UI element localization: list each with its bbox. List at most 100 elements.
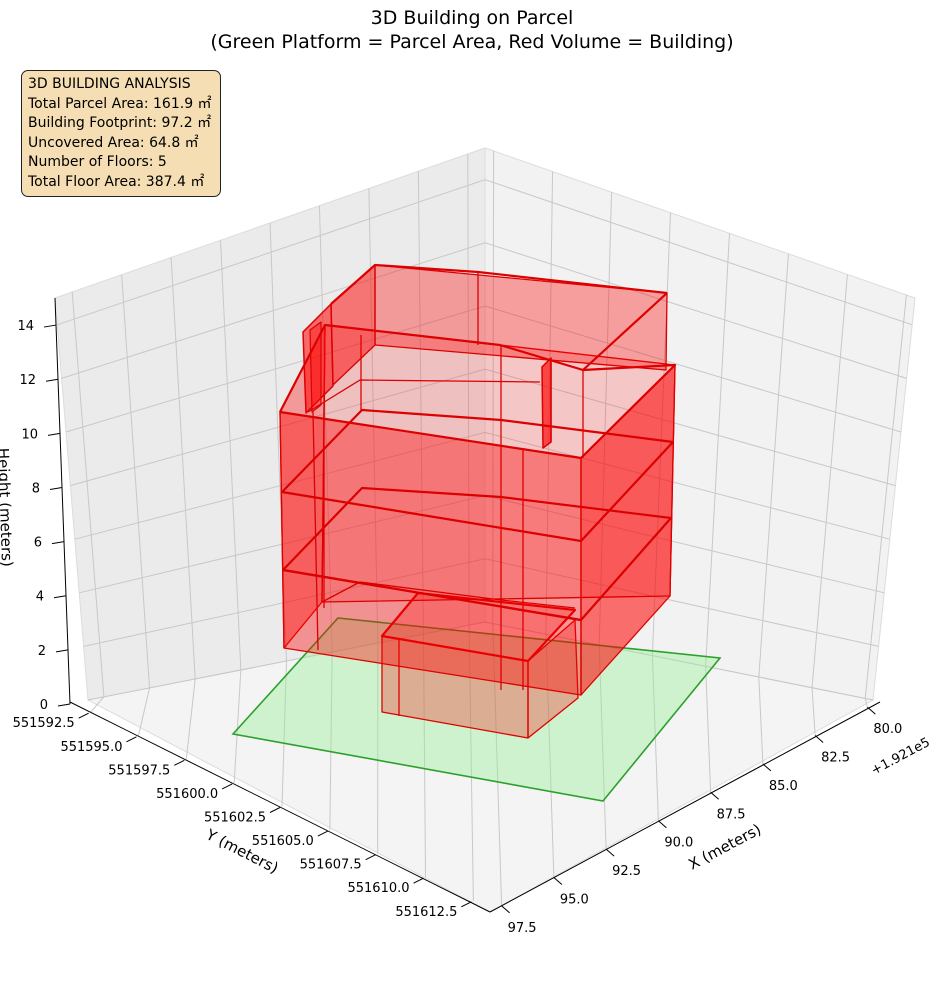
- chart-title-line2: (Green Platform = Parcel Area, Red Volum…: [210, 31, 734, 53]
- x-gridline: [598, 644, 607, 850]
- x-tick-mark: [814, 735, 824, 743]
- y-tick-mark: [413, 877, 424, 884]
- x-gridline: [864, 294, 907, 699]
- z-tick-mark: [53, 595, 67, 599]
- y-gridline: [170, 257, 196, 679]
- x-tick-label: 85.0: [769, 779, 798, 794]
- x-axis-label: X (meters): [685, 820, 764, 873]
- y-tick-mark: [126, 736, 137, 743]
- building-roof-edge: [582, 292, 668, 371]
- z-tick-mark: [47, 432, 61, 436]
- y-tick-label: 551605.0: [252, 834, 314, 849]
- y-tick-label: 551592.5: [13, 716, 75, 731]
- x-tick-mark: [762, 763, 772, 772]
- z-tick-mark: [57, 703, 71, 707]
- z-tick-mark: [43, 324, 57, 328]
- x-tick-label: 80.0: [873, 722, 902, 737]
- x-tick-mark: [658, 820, 667, 829]
- z-tick-label: 14: [17, 319, 34, 334]
- chart-title: 3D Building on Parcel (Green Platform = …: [0, 6, 944, 54]
- y-gridline: [468, 625, 474, 901]
- z-gridline: [57, 179, 913, 326]
- z-gridline: [87, 621, 874, 701]
- y-tick-mark: [78, 712, 89, 719]
- y-tick-mark: [365, 854, 376, 861]
- x-gridline: [864, 698, 868, 708]
- z-axis-line: [54, 297, 71, 705]
- y-gridline: [417, 171, 424, 635]
- info-box-line: Total Floor Area: 387.4 ㎡: [28, 173, 205, 190]
- z-gridline: [70, 368, 896, 487]
- y-gridline: [269, 222, 287, 662]
- z-tick-label: 0: [40, 698, 48, 713]
- x-gridline: [545, 634, 555, 878]
- x-tick-label: 82.5: [821, 751, 850, 766]
- x-tick-label: 92.5: [612, 864, 641, 879]
- y-tick-label: 551612.5: [395, 905, 457, 920]
- y-gridline: [329, 652, 333, 831]
- z-gridline: [74, 431, 890, 540]
- x-gridline: [811, 274, 848, 688]
- z-tick-label: 8: [32, 481, 40, 496]
- z-tick-mark: [55, 649, 69, 653]
- x-tick-label: 87.5: [717, 807, 746, 822]
- z-tick-label: 2: [38, 644, 46, 659]
- y-tick-mark: [461, 901, 472, 908]
- building-fin-right: [541, 357, 552, 449]
- building-wing-side-face: [527, 619, 579, 739]
- y-axis-line: [69, 701, 491, 913]
- y-gridline: [71, 291, 105, 697]
- y-gridline: [422, 634, 427, 878]
- z-tick-label: 10: [21, 427, 38, 442]
- info-box-line: Uncovered Area: 64.8 ㎡: [28, 134, 199, 151]
- info-box-line: Total Parcel Area: 161.9 ㎡: [28, 95, 212, 112]
- x-gridline: [492, 623, 503, 906]
- x-tick-mark: [553, 877, 563, 885]
- gridlines: [57, 150, 913, 906]
- x-tick-mark: [710, 791, 719, 800]
- y-tick-label: 551595.0: [60, 740, 122, 755]
- building-inner-edge: [321, 581, 576, 609]
- x-tick-label: 97.5: [508, 921, 537, 936]
- x-tick-label: 95.0: [560, 892, 589, 907]
- y-gridline: [90, 696, 105, 713]
- x-axis-line: [489, 701, 881, 913]
- info-box-line: Number of Floors: 5: [28, 154, 167, 170]
- z-tick-mark: [51, 541, 65, 545]
- y-tick-mark: [317, 830, 329, 837]
- floor-slab-edge: [282, 568, 582, 622]
- y-gridline: [467, 153, 470, 626]
- building-fin-inner: [309, 321, 322, 413]
- y-tick-mark: [269, 807, 281, 813]
- y-tick-label: 551610.0: [347, 881, 409, 896]
- y-tick-mark: [174, 759, 185, 766]
- building-back-face: [321, 324, 676, 603]
- x-gridline: [758, 677, 764, 764]
- z-axis-label: Height (meters): [0, 448, 16, 568]
- y-gridline: [281, 660, 287, 807]
- x-gridline: [705, 233, 730, 667]
- z-tick-mark: [45, 378, 59, 382]
- y-gridline: [233, 669, 242, 783]
- x-gridline: [811, 687, 816, 736]
- floor-slab-edge: [281, 408, 675, 543]
- y-gridline: [121, 274, 151, 688]
- z-tick-label: 4: [36, 590, 44, 605]
- x-tick-mark: [605, 848, 615, 857]
- x-tick-mark: [501, 905, 510, 914]
- y-tick-mark: [221, 783, 233, 790]
- x-gridline: [705, 666, 712, 793]
- y-tick-label: 551600.0: [156, 787, 218, 802]
- z-tick-label: 6: [34, 536, 42, 551]
- z-gridline: [83, 558, 879, 647]
- y-gridline: [137, 687, 151, 736]
- building-inner-edge: [307, 379, 541, 413]
- building-inner-edge: [312, 411, 319, 651]
- y-gridline: [185, 678, 196, 760]
- x-axis-offset-label: +1.921e5: [869, 735, 933, 778]
- x-gridline: [492, 150, 495, 624]
- chart-title-line1: 3D Building on Parcel: [370, 7, 574, 29]
- x-tick-label: 90.0: [664, 836, 693, 851]
- y-tick-label: 551607.5: [300, 858, 362, 873]
